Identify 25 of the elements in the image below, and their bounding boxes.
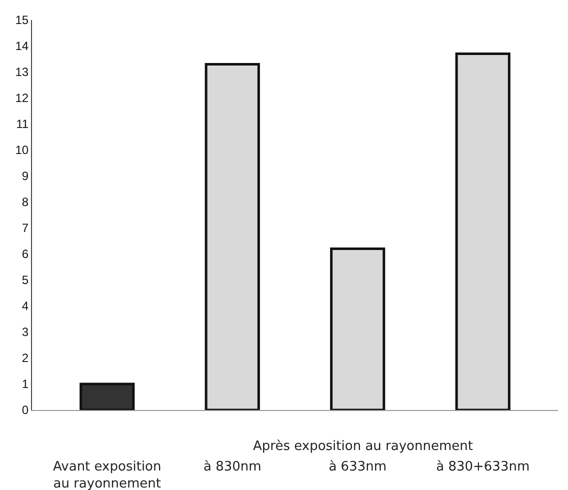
x-tick-label: Avant exposition au rayonnement	[53, 460, 162, 490]
x-tick-label: à 830+633nm	[436, 460, 530, 475]
y-tick-label: 5	[22, 273, 29, 288]
bar	[330, 248, 386, 410]
y-tick-label: 13	[15, 65, 29, 80]
bar	[204, 62, 260, 410]
y-tick-label: 12	[15, 91, 29, 106]
y-tick-label: 3	[22, 325, 29, 340]
bar	[80, 382, 135, 410]
x-tick-label: à 830nm	[203, 460, 262, 475]
y-tick-label: 6	[22, 247, 29, 262]
y-tick-label: 0	[22, 403, 29, 418]
y-tick-label: 1	[22, 377, 29, 392]
y-tick-label: 7	[22, 221, 29, 236]
y-tick-label: 15	[15, 13, 29, 28]
y-tick-label: 8	[22, 195, 29, 210]
x-tick-label: à 633nm	[328, 460, 387, 475]
y-tick-label: 11	[16, 117, 29, 132]
y-tick-label: 14	[15, 39, 29, 54]
y-tick-label: 9	[22, 169, 29, 184]
text: Après exposition au rayonnement	[253, 439, 473, 454]
y-tick-label: 10	[15, 143, 29, 158]
y-tick-label: 4	[22, 299, 29, 314]
y-tick-label: 2	[22, 351, 29, 366]
bar	[455, 52, 510, 410]
